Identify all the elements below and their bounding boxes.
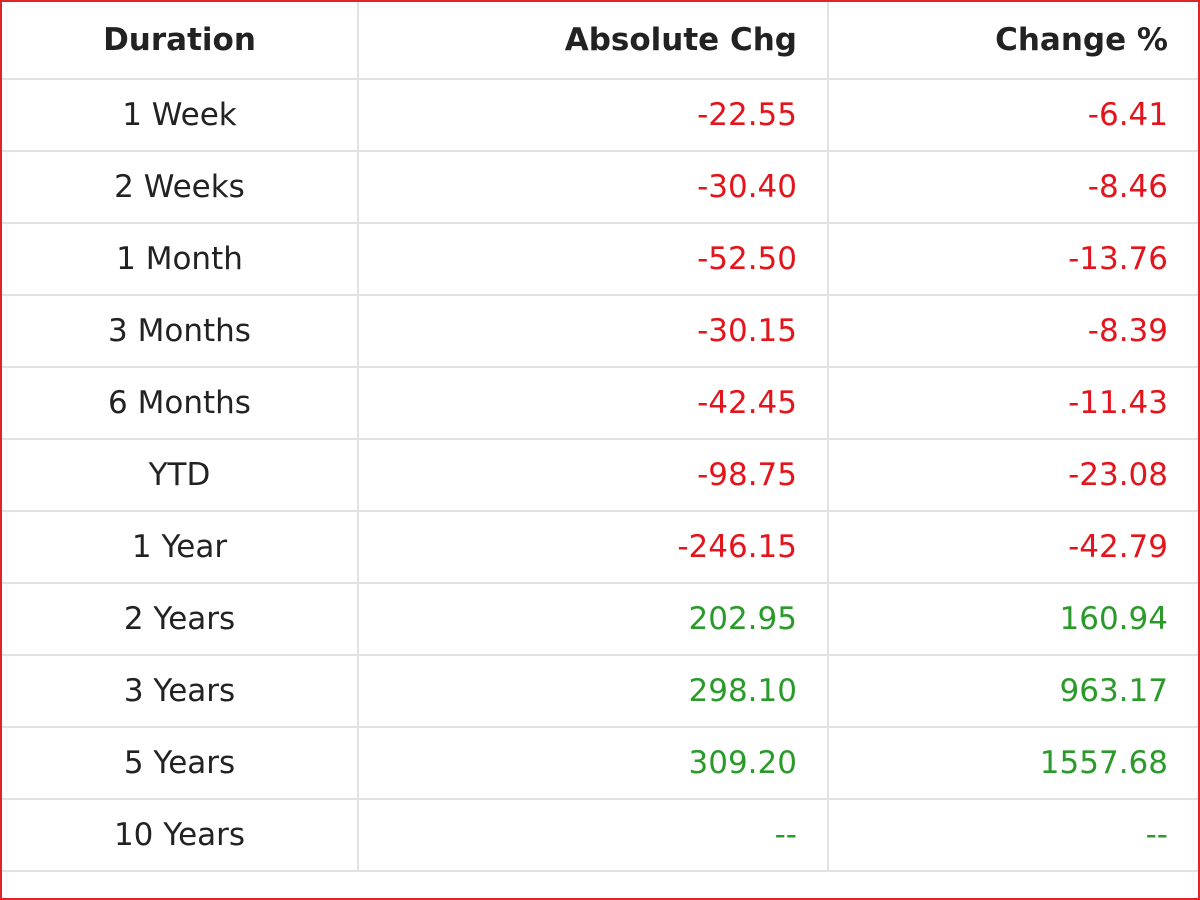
- duration-cell: 2 Years: [2, 582, 359, 656]
- table-row: 1 Week -22.55 -6.41: [2, 78, 1198, 152]
- table-row: YTD -98.75 -23.08: [2, 438, 1198, 512]
- value-cell: --: [357, 798, 829, 872]
- value-cell: -30.15: [357, 294, 829, 368]
- value-cell: -30.40: [357, 150, 829, 224]
- table-row: 6 Months -42.45 -11.43: [2, 366, 1198, 440]
- value-cell: --: [827, 798, 1198, 872]
- value-cell: -42.45: [357, 366, 829, 440]
- value-cell: -6.41: [827, 78, 1198, 152]
- value-cell: -23.08: [827, 438, 1198, 512]
- value-cell: -42.79: [827, 510, 1198, 584]
- table-row: 2 Years 202.95 160.94: [2, 582, 1198, 656]
- table-row: 5 Years 309.20 1557.68: [2, 726, 1198, 800]
- value-cell: -13.76: [827, 222, 1198, 296]
- value-cell: -246.15: [357, 510, 829, 584]
- value-cell: -98.75: [357, 438, 829, 512]
- header-cell: Absolute Chg: [357, 2, 829, 80]
- duration-cell: 5 Years: [2, 726, 359, 800]
- duration-cell: 1 Week: [2, 78, 359, 152]
- duration-cell: 3 Months: [2, 294, 359, 368]
- table-body: 1 Week -22.55 -6.41 2 Weeks -30.40 -8.46 1 Mon…: [2, 78, 1198, 872]
- value-cell: 160.94: [827, 582, 1198, 656]
- value-cell: 1557.68: [827, 726, 1198, 800]
- table-row: 1 Year -246.15 -42.79: [2, 510, 1198, 584]
- header-row: Duration Absolute Chg Change %: [2, 2, 1198, 80]
- duration-cell: 1 Month: [2, 222, 359, 296]
- table-row: 3 Years 298.10 963.17: [2, 654, 1198, 728]
- value-cell: 963.17: [827, 654, 1198, 728]
- value-cell: -11.43: [827, 366, 1198, 440]
- value-cell: 309.20: [357, 726, 829, 800]
- value-cell: 202.95: [357, 582, 829, 656]
- table-row: 1 Month -52.50 -13.76: [2, 222, 1198, 296]
- duration-cell: 3 Years: [2, 654, 359, 728]
- header-cell: Duration: [2, 2, 359, 80]
- table-row: 10 Years -- --: [2, 798, 1198, 872]
- duration-cell: YTD: [2, 438, 359, 512]
- duration-cell: 6 Months: [2, 366, 359, 440]
- value-cell: 298.10: [357, 654, 829, 728]
- header-cell: Change %: [827, 2, 1198, 80]
- value-cell: -8.46: [827, 150, 1198, 224]
- table-header: Duration Absolute Chg Change %: [2, 2, 1198, 80]
- returns-table: Duration Absolute Chg Change % 1 Week -22.5…: [2, 2, 1198, 872]
- duration-cell: 1 Year: [2, 510, 359, 584]
- table-row: 2 Weeks -30.40 -8.46: [2, 150, 1198, 224]
- value-cell: -8.39: [827, 294, 1198, 368]
- table-row: 3 Months -30.15 -8.39: [2, 294, 1198, 368]
- duration-cell: 10 Years: [2, 798, 359, 872]
- duration-cell: 2 Weeks: [2, 150, 359, 224]
- value-cell: -22.55: [357, 78, 829, 152]
- value-cell: -52.50: [357, 222, 829, 296]
